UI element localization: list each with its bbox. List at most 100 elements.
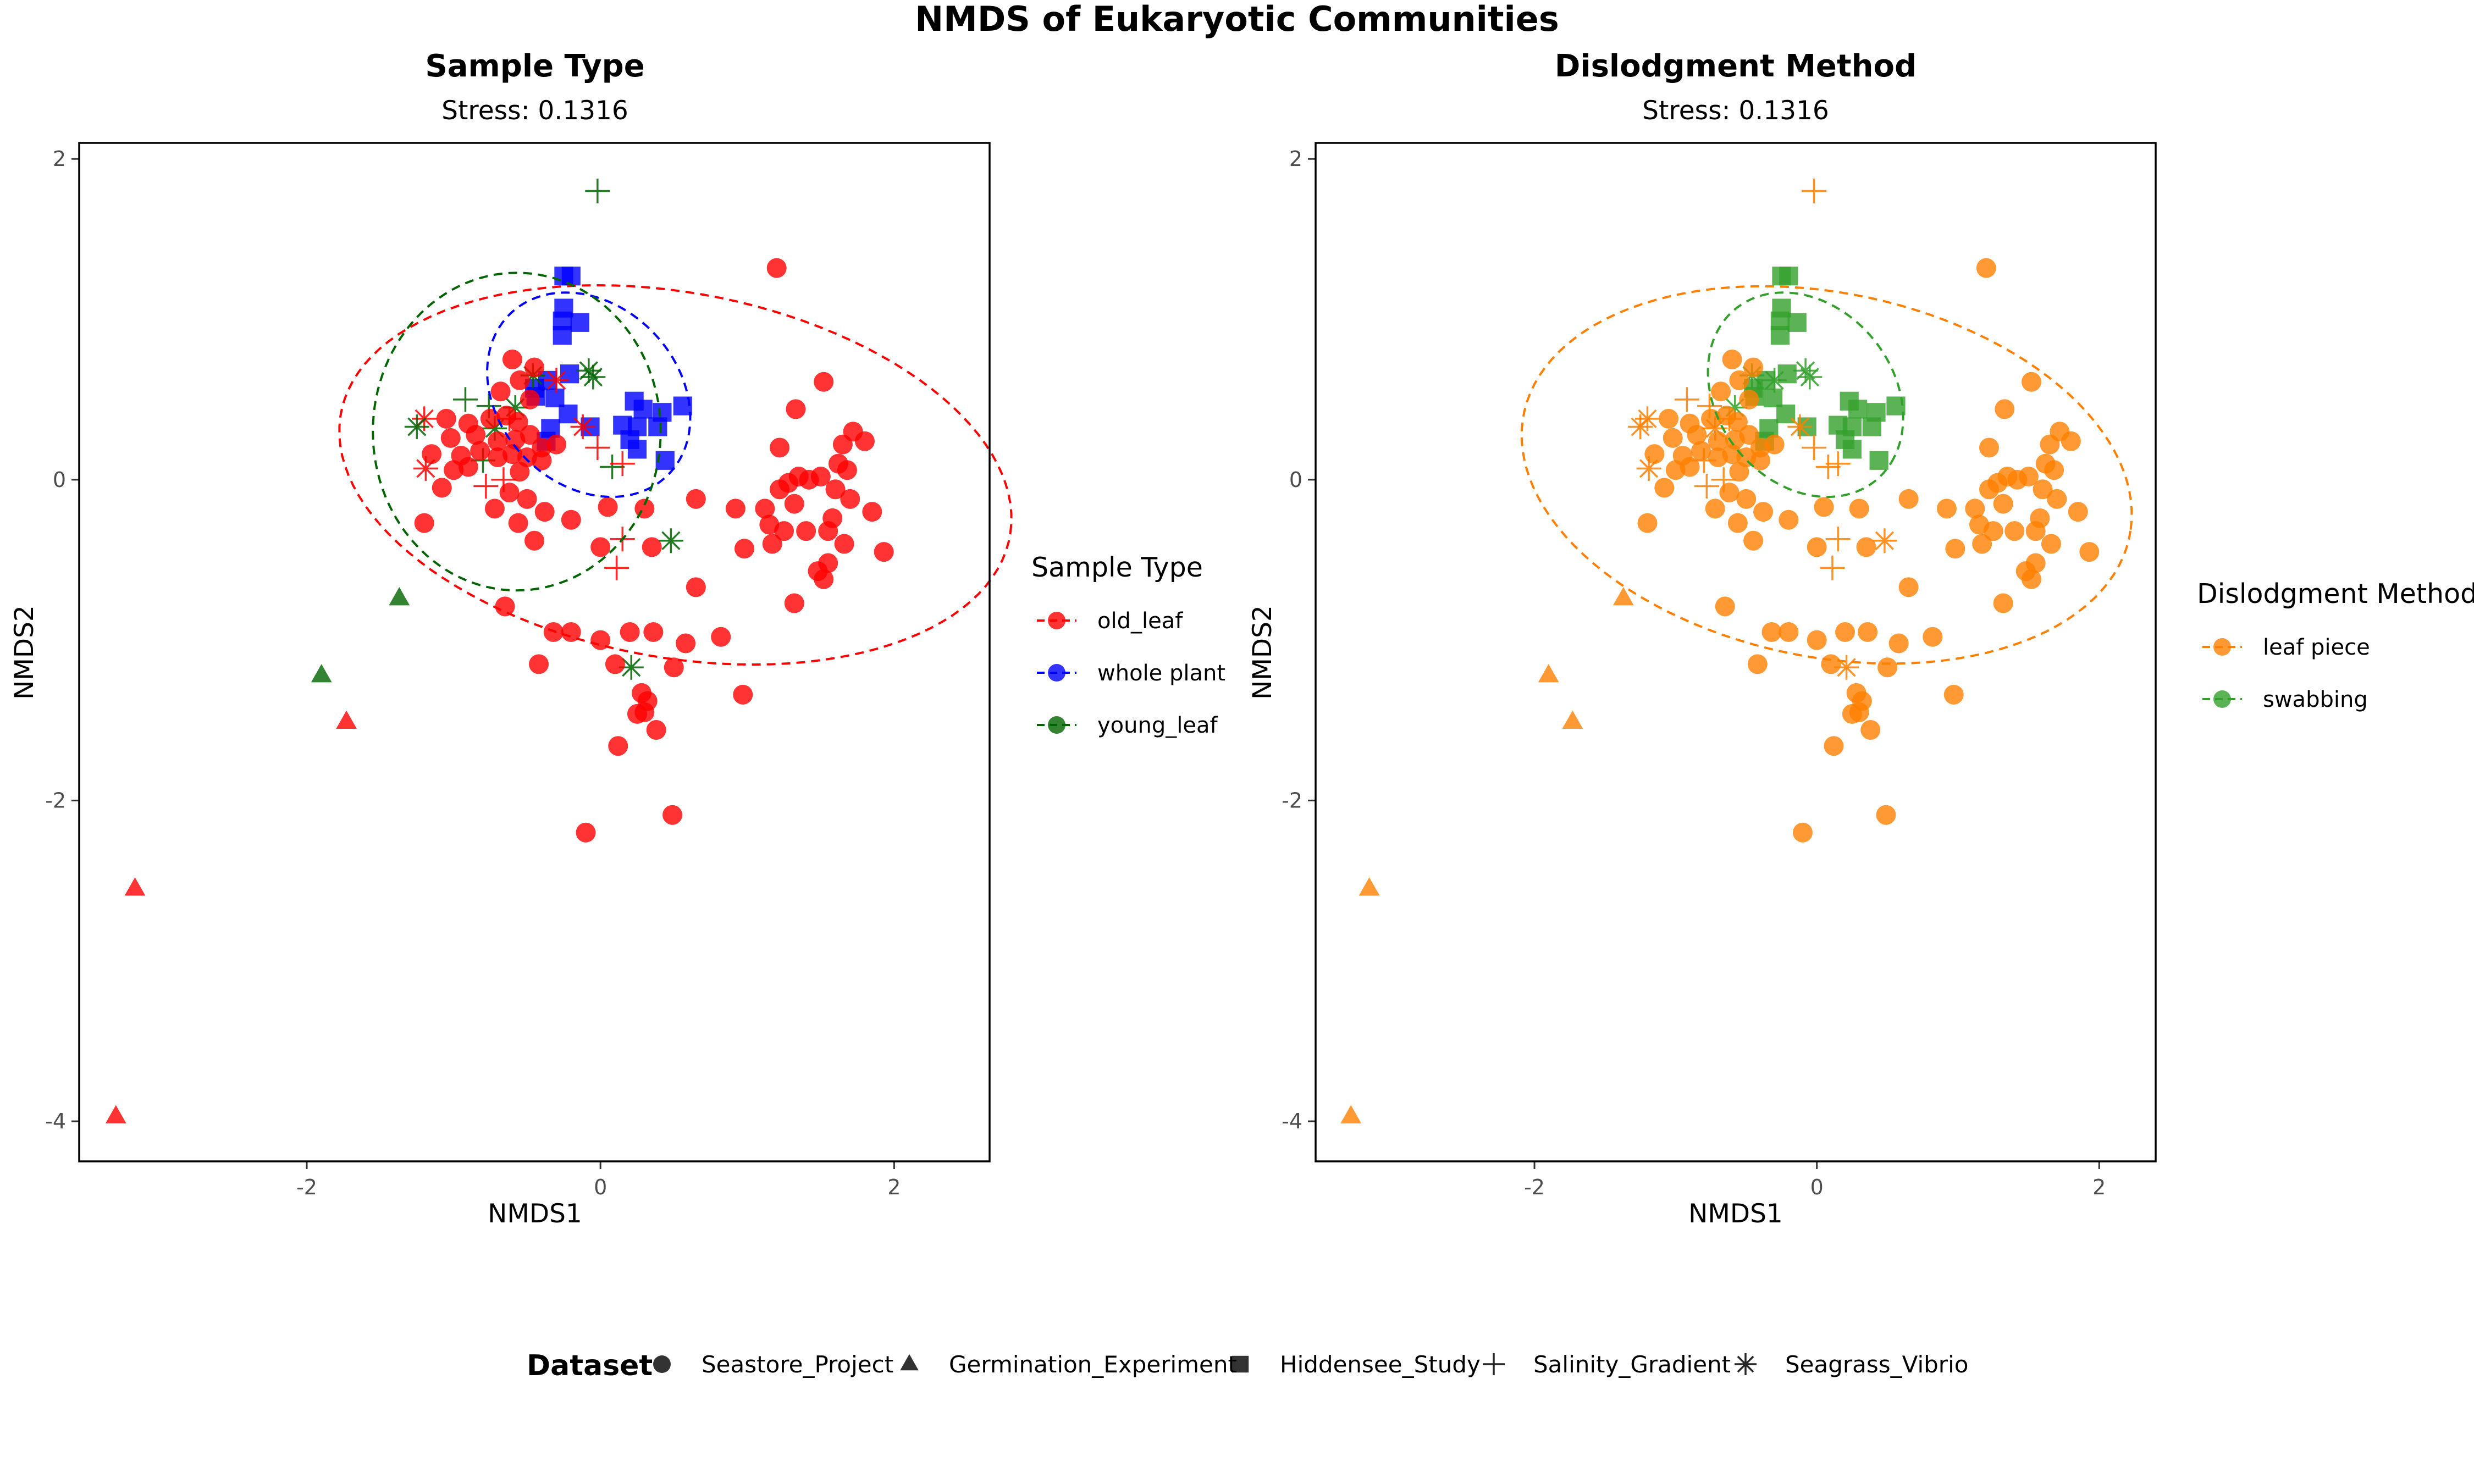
legend-entry-label: old_leaf <box>1097 608 1183 634</box>
data-point <box>1923 627 1943 647</box>
data-point <box>825 479 846 500</box>
confidence-ellipse <box>1707 291 1904 499</box>
data-point <box>124 877 146 896</box>
data-point <box>1562 710 1583 729</box>
data-point <box>1736 489 1757 509</box>
data-point <box>642 537 662 557</box>
data-point <box>1793 358 1818 383</box>
data-point <box>605 654 625 674</box>
plot-area: -2 0 2 2 0 -2 -4 <box>1282 147 2133 1199</box>
panel-subtitle: Stress: 0.1316 <box>441 96 628 126</box>
plot-area: -2 0 2 2 0 -2 -4 <box>45 147 1013 1199</box>
data-point <box>1708 431 1728 451</box>
data-point <box>1872 528 1897 553</box>
data-point <box>627 704 647 724</box>
data-point <box>1719 483 1739 503</box>
data-point <box>1802 179 1827 204</box>
data-point <box>814 372 834 392</box>
data-point <box>1802 435 1827 460</box>
data-point <box>1862 417 1881 436</box>
data-point <box>664 657 684 678</box>
data-point <box>2004 521 2025 541</box>
data-point <box>510 370 530 390</box>
data-point <box>1876 805 1896 825</box>
x-axis-label: NMDS1 <box>1688 1199 1783 1229</box>
data-point <box>545 388 565 408</box>
data-point <box>466 425 486 445</box>
data-point <box>510 462 530 482</box>
data-point <box>524 357 544 378</box>
data-point <box>784 593 804 613</box>
data-point <box>1943 684 1964 705</box>
data-point <box>1983 521 2003 541</box>
data-point <box>1764 434 1785 455</box>
data-point <box>755 499 775 519</box>
legend-key-marker <box>1048 716 1065 734</box>
data-point <box>711 627 731 647</box>
dataset-shape-legend: Dataset Seastore_Project Germination_Expe… <box>527 1349 1968 1382</box>
x-axis-label: NMDS1 <box>488 1199 582 1229</box>
data-point <box>553 326 572 345</box>
data-point <box>1965 499 1985 519</box>
y-tick-label: -4 <box>1282 1109 1302 1133</box>
x-tick-label: -2 <box>1524 1175 1545 1199</box>
panel-title: Dislodgment Method <box>1555 48 1917 84</box>
data-point <box>1711 381 1731 402</box>
data-point <box>840 489 860 509</box>
data-point <box>1761 622 1782 643</box>
y-axis-label: NMDS2 <box>9 605 40 700</box>
panel-title: Sample Type <box>425 48 644 84</box>
data-point <box>1644 444 1665 464</box>
plot-border <box>1315 142 2157 1162</box>
data-point <box>1820 555 1845 580</box>
data-point <box>1807 630 1827 650</box>
data-point <box>570 414 595 440</box>
data-point <box>544 368 569 393</box>
legend-key-marker <box>2213 690 2231 708</box>
data-point <box>1835 622 1856 643</box>
data-point <box>1636 456 1661 481</box>
dataset-key-triangle <box>900 1354 919 1371</box>
data-point <box>1743 357 1764 378</box>
data-point <box>676 633 696 654</box>
data-point <box>576 822 596 843</box>
data-point <box>1674 387 1699 412</box>
data-point <box>585 435 610 460</box>
figure-title: NMDS of Eukaryotic Communities <box>915 0 1559 39</box>
data-point <box>762 534 782 554</box>
data-point <box>2068 502 2088 522</box>
data-point <box>646 720 666 740</box>
data-point <box>1779 622 1799 643</box>
data-point <box>1821 654 1841 674</box>
data-point <box>1727 513 1748 533</box>
data-point <box>1753 502 1774 522</box>
data-point <box>105 1105 126 1123</box>
data-point <box>734 539 754 559</box>
dataset-legend-label: Salinity_Gradient <box>1533 1351 1731 1378</box>
data-point <box>413 456 438 481</box>
data-point <box>422 444 442 464</box>
dataset-key-asterisk <box>1735 1353 1757 1375</box>
x-tick-label: 2 <box>887 1175 901 1199</box>
data-point <box>1637 513 1658 533</box>
data-point <box>1739 425 1759 445</box>
data-point <box>1612 587 1634 606</box>
data-point <box>499 483 520 503</box>
dataset-legend-label: Hiddensee_Study <box>1280 1351 1481 1378</box>
data-point <box>1842 440 1862 459</box>
data-point <box>2033 479 2053 500</box>
data-point <box>784 494 804 514</box>
data-point <box>1815 454 1841 479</box>
data-point <box>1703 416 1728 441</box>
data-point <box>1787 313 1807 332</box>
data-point <box>618 655 644 680</box>
data-point <box>1743 530 1764 551</box>
data-point <box>770 479 790 500</box>
data-point <box>854 431 875 451</box>
dataset-legend-label: Germination_Experiment <box>949 1351 1237 1378</box>
data-point <box>1814 497 1834 517</box>
data-point <box>1779 510 1799 530</box>
data-point <box>581 364 606 390</box>
data-point <box>473 473 499 499</box>
